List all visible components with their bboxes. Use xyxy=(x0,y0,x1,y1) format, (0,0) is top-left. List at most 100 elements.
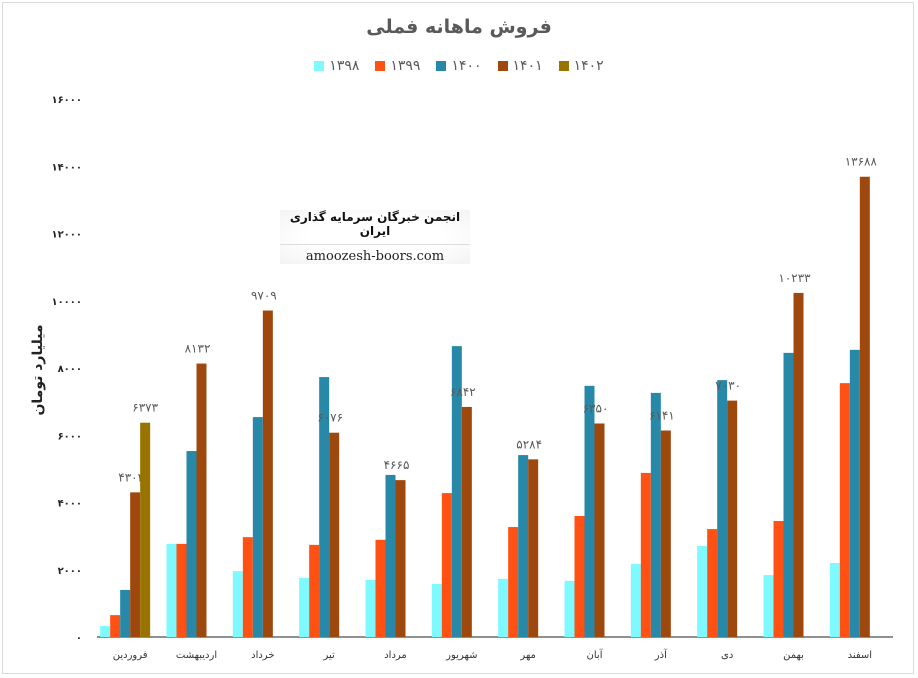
data-label: ۴۳۰۲ xyxy=(118,470,144,484)
x-tick-label: مهر xyxy=(519,650,535,661)
x-tick-label: اسفند xyxy=(848,650,872,661)
bar-۱۴۰۱ xyxy=(130,492,141,637)
y-tick-label: ۱۰۰۰۰ xyxy=(51,297,82,308)
bar-۱۳۹۸ xyxy=(829,563,840,637)
legend-swatch xyxy=(375,61,386,71)
watermark: انجمن خبرگان سرمایه گذاری ایران amoozesh… xyxy=(280,210,470,264)
bar-۱۳۹۹ xyxy=(309,544,320,637)
x-tick-label: تیر xyxy=(323,650,336,661)
y-tick-label: ۱۴۰۰۰ xyxy=(51,162,82,173)
data-label: ۵۲۸۴ xyxy=(516,437,542,451)
data-label: ۶۸۴۲ xyxy=(450,385,476,399)
chart-title: فروش ماهانه فملی xyxy=(366,16,552,38)
legend-item-1399[interactable]: ۱۳۹۹ xyxy=(375,58,420,74)
bar-۱۴۰۰ xyxy=(252,417,263,637)
bar-۱۴۰۱ xyxy=(727,400,738,637)
legend-label: ۱۴۰۱ xyxy=(512,58,543,74)
x-tick-label: فروردین xyxy=(113,650,148,661)
bar-۱۴۰۰ xyxy=(120,589,131,637)
legend-swatch xyxy=(436,61,447,71)
x-tick-label: دی xyxy=(721,650,733,661)
bar-۱۴۰۱ xyxy=(859,176,870,637)
bar-۱۳۹۸ xyxy=(100,625,111,637)
bar-۱۳۹۹ xyxy=(375,539,386,637)
legend-swatch xyxy=(558,61,569,71)
bar-۱۳۹۸ xyxy=(697,545,708,637)
bar-۱۴۰۱ xyxy=(461,406,472,637)
bar-۱۳۹۸ xyxy=(564,580,575,637)
bar-۱۳۹۹ xyxy=(176,543,187,637)
bar-۱۴۰۰ xyxy=(385,474,396,637)
y-tick-label: ۲۰۰۰ xyxy=(58,566,82,577)
legend-label: ۱۳۹۸ xyxy=(329,58,360,74)
bar-۱۳۹۸ xyxy=(630,564,641,637)
x-tick-label: مرداد xyxy=(384,650,407,661)
bar-۱۳۹۹ xyxy=(707,529,718,637)
legend-item-1398[interactable]: ۱۳۹۸ xyxy=(314,58,359,74)
bar-۱۴۰۱ xyxy=(329,432,340,637)
bar-۱۴۰۰ xyxy=(584,385,595,637)
legend-item-1402[interactable]: ۱۴۰۲ xyxy=(558,58,604,74)
bar-۱۴۰۱ xyxy=(793,292,804,637)
bar-۱۴۰۱ xyxy=(660,430,671,637)
legend-label: ۱۴۰۰ xyxy=(451,58,482,74)
bar-۱۳۹۸ xyxy=(498,578,509,637)
y-tick-label: ۱۲۰۰۰ xyxy=(51,230,82,241)
legend: ۱۳۹۸ ۱۳۹۹ ۱۴۰۰ ۱۴۰۱ ۱۴۰۲ xyxy=(0,58,918,74)
legend-swatch xyxy=(497,61,508,71)
bar-۱۳۹۹ xyxy=(773,520,784,637)
bar-۱۳۹۹ xyxy=(640,472,651,637)
data-label: ۶۰۷۶ xyxy=(317,411,343,425)
bar-۱۴۰۰ xyxy=(186,451,197,637)
bar-۱۴۰۱ xyxy=(594,423,605,637)
x-tick-label: آذر xyxy=(654,648,668,661)
y-tick-label: ۴۰۰۰ xyxy=(58,499,82,510)
data-label: ۴۶۶۵ xyxy=(384,458,410,472)
bar-۱۴۰۰ xyxy=(849,349,860,637)
data-label: ۷۰۳۰ xyxy=(715,379,741,393)
data-label: ۹۷۰۹ xyxy=(251,289,277,303)
bar-۱۴۰۲ xyxy=(140,422,151,637)
legend-item-1401[interactable]: ۱۴۰۱ xyxy=(497,58,543,74)
data-label: ۱۰۲۳۳ xyxy=(778,271,811,285)
bar-۱۳۹۸ xyxy=(232,571,243,637)
bar-۱۳۹۹ xyxy=(574,515,585,637)
legend-swatch xyxy=(314,61,325,71)
bar-۱۳۹۹ xyxy=(110,615,121,637)
bar-۱۴۰۱ xyxy=(262,310,273,637)
data-label: ۸۱۳۲ xyxy=(185,342,211,356)
legend-label: ۱۴۰۲ xyxy=(573,58,604,74)
bar-۱۳۹۹ xyxy=(242,537,253,637)
bar-۱۴۰۰ xyxy=(717,380,728,637)
bar-۱۳۹۸ xyxy=(299,577,310,637)
x-tick-label: خرداد xyxy=(251,650,274,661)
x-tick-label: اردیبهشت xyxy=(176,650,217,661)
bar-۱۳۹۸ xyxy=(365,579,376,637)
x-tick-label: بهمن xyxy=(783,650,804,661)
bar-۱۳۹۸ xyxy=(431,583,442,637)
x-tick-label: آبان xyxy=(587,648,604,661)
bar-۱۳۹۹ xyxy=(839,383,850,637)
x-tick-label: شهریور xyxy=(445,650,477,661)
bar-۱۳۹۹ xyxy=(441,493,452,637)
bar-۱۴۰۰ xyxy=(319,377,330,637)
bar-۱۴۰۰ xyxy=(451,346,462,637)
data-label: ۶۳۵۰ xyxy=(583,401,609,415)
bar-۱۳۹۸ xyxy=(763,575,774,637)
data-label: ۶۱۴۱ xyxy=(649,409,675,423)
bar-۱۴۰۱ xyxy=(528,459,539,637)
bar-۱۴۰۰ xyxy=(783,352,794,637)
bar-۱۴۰۱ xyxy=(196,363,207,637)
legend-label: ۱۳۹۹ xyxy=(390,58,421,74)
bar-۱۳۹۸ xyxy=(166,543,177,637)
bar-۱۴۰۰ xyxy=(650,392,661,637)
bar-۱۴۰۱ xyxy=(395,480,406,637)
y-tick-label: ۶۰۰۰ xyxy=(58,431,82,442)
y-tick-label: ۰ xyxy=(76,633,82,644)
y-tick-label: ۸۰۰۰ xyxy=(58,364,82,375)
data-label: ۶۳۷۳ xyxy=(132,401,158,415)
bar-۱۴۰۰ xyxy=(518,455,529,637)
legend-item-1400[interactable]: ۱۴۰۰ xyxy=(436,58,482,74)
